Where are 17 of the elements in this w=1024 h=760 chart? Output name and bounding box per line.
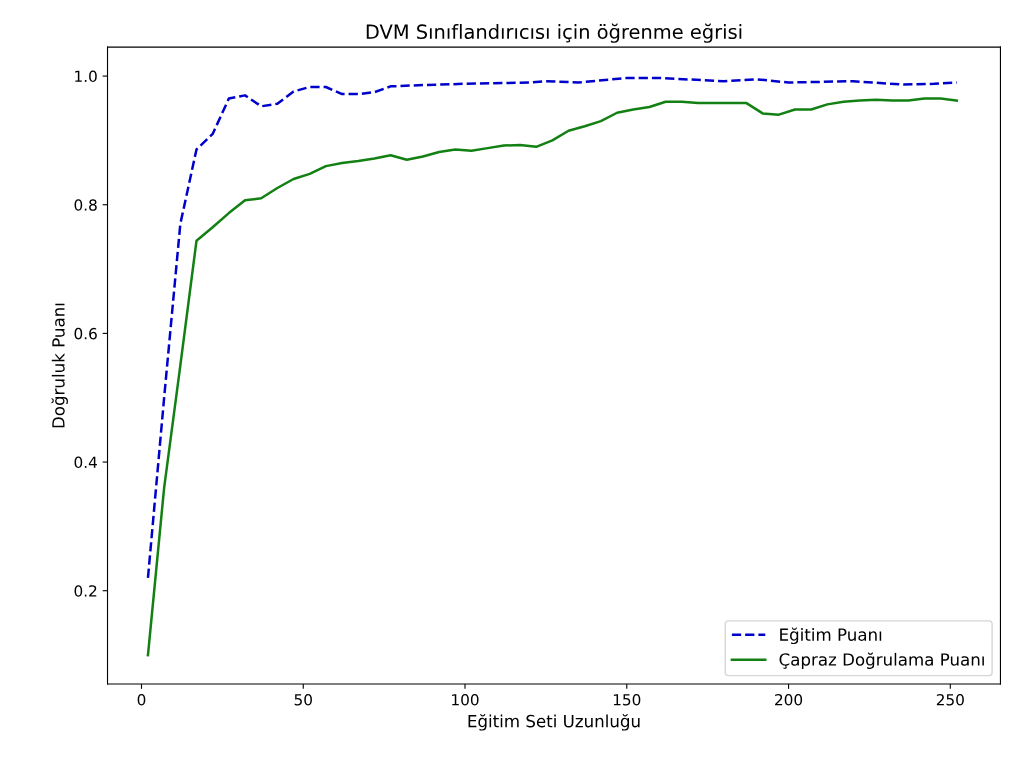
x-tick-label: 0 xyxy=(137,693,146,706)
line-series xyxy=(146,76,959,580)
x-tick-label: 150 xyxy=(613,693,641,706)
x-tick-label: 100 xyxy=(452,693,479,706)
y-axis-title: Doğruluk Puanı xyxy=(51,303,68,428)
x-axis-title: Eğitim Seti Uzunluğu xyxy=(468,714,640,731)
x-tick-label: 250 xyxy=(936,693,964,706)
y-tick-label: 0.2 xyxy=(74,585,97,597)
legend-label: Çapraz Doğrulama Puanı xyxy=(779,652,984,669)
legend-label: Eğitim Puanı xyxy=(780,627,882,645)
x-tick-label: 50 xyxy=(294,693,312,706)
chart-title: DVM Sınıflandırıcısı için öğrenme eğrisi xyxy=(366,23,742,43)
y-tick-label: 0.4 xyxy=(74,456,97,469)
y-tick-label: 0.6 xyxy=(74,327,97,340)
x-tick-label: 200 xyxy=(775,693,803,706)
y-tick-label: 1.0 xyxy=(75,70,97,83)
y-tick-label: 0.8 xyxy=(74,199,97,211)
